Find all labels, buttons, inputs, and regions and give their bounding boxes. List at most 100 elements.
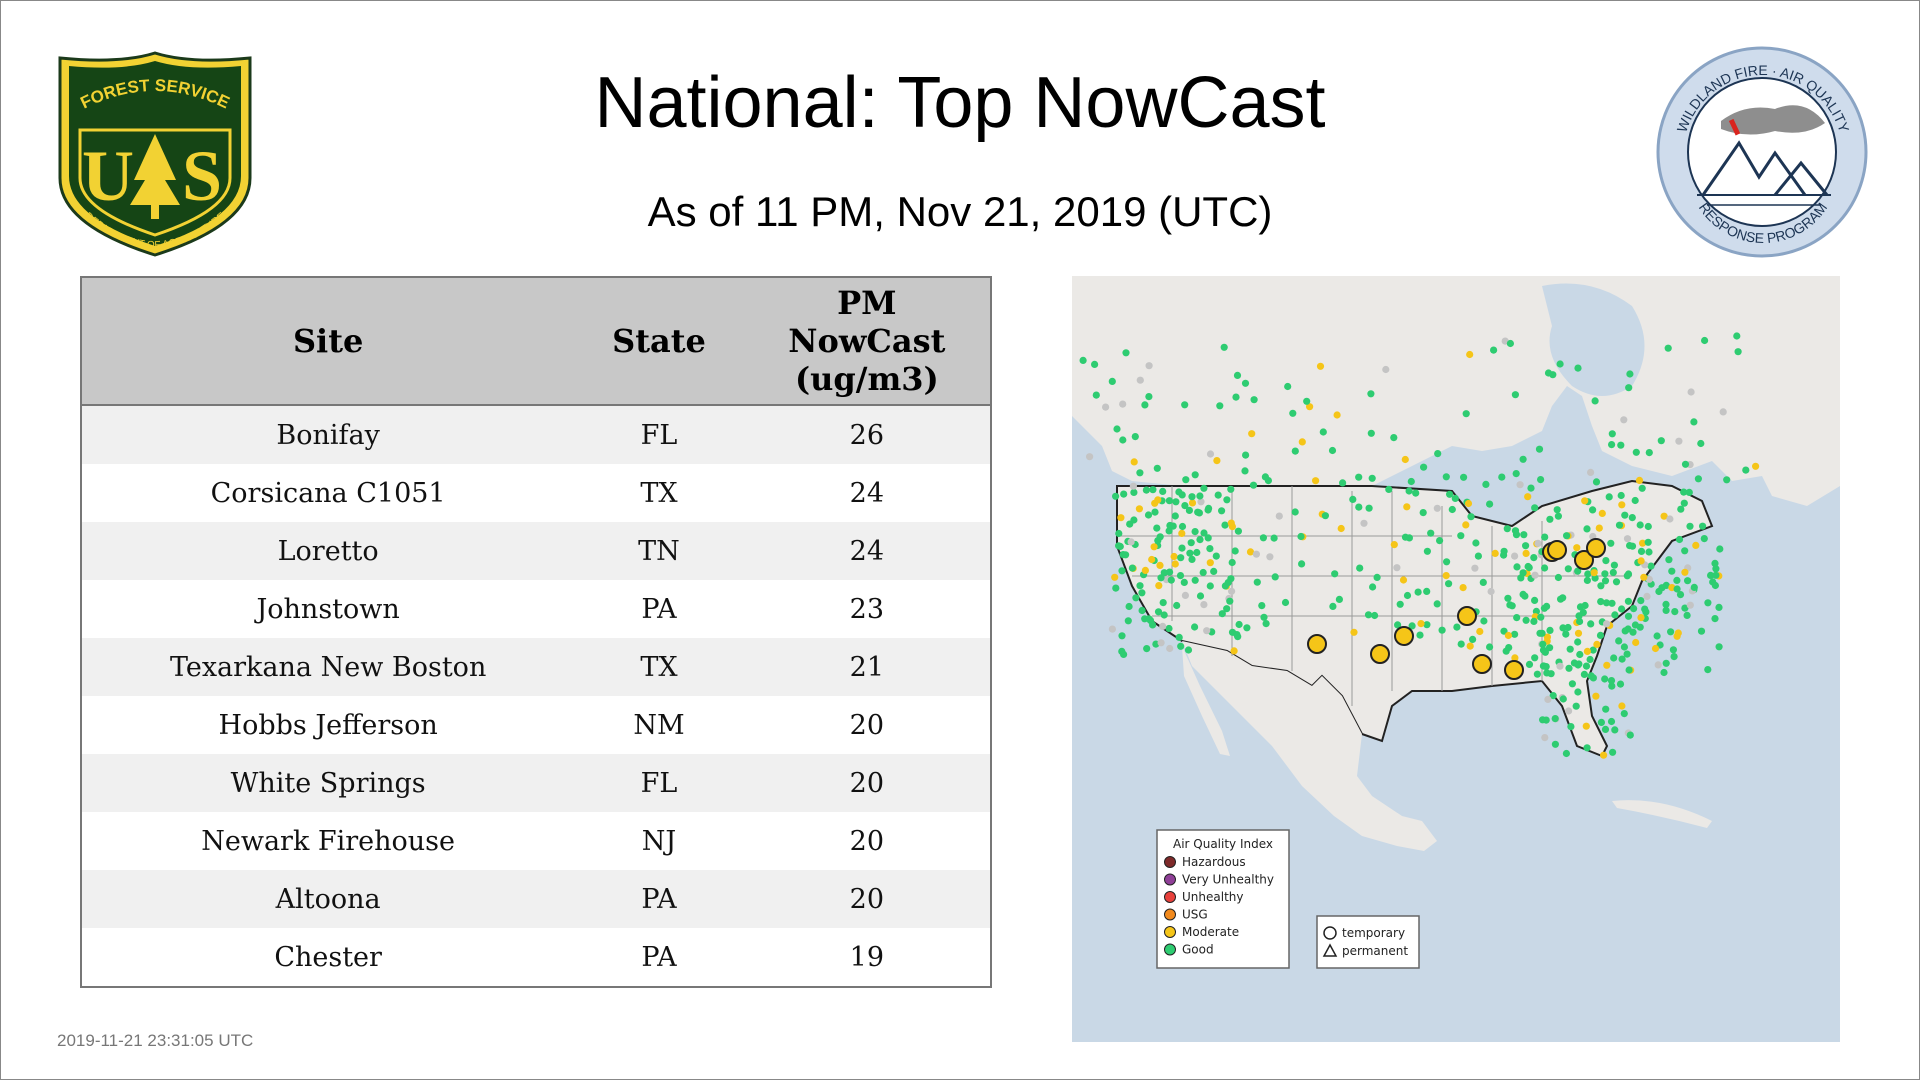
monitor-dot bbox=[1227, 485, 1235, 493]
monitor-dot bbox=[1630, 605, 1638, 613]
monitor-dot bbox=[1459, 584, 1467, 592]
monitor-dot bbox=[1460, 473, 1468, 481]
monitor-dot bbox=[1537, 476, 1545, 484]
monitor-dot bbox=[1150, 543, 1158, 551]
monitor-dot bbox=[1204, 506, 1212, 514]
monitor-dot bbox=[1512, 531, 1521, 539]
monitor-dot bbox=[1617, 491, 1625, 500]
value-cell: 20 bbox=[743, 696, 991, 754]
monitor-dot bbox=[1593, 640, 1601, 648]
monitor-dot bbox=[1531, 596, 1539, 604]
monitor-dot bbox=[1687, 388, 1695, 396]
monitor-dot bbox=[1156, 533, 1164, 541]
monitor-dot bbox=[1618, 501, 1626, 509]
state-cell: TN bbox=[574, 522, 744, 580]
monitor-dot bbox=[1684, 577, 1692, 585]
monitor-dot bbox=[1185, 506, 1193, 514]
monitor-dot bbox=[1125, 602, 1133, 611]
monitor-dot bbox=[1697, 439, 1705, 448]
legend-title: Air Quality Index bbox=[1173, 837, 1273, 851]
monitor-dot bbox=[1250, 396, 1258, 404]
monitor-dot bbox=[1108, 377, 1116, 385]
monitor-dot bbox=[1625, 666, 1633, 674]
monitor-dot bbox=[1169, 522, 1177, 530]
monitor-dot bbox=[1367, 390, 1375, 398]
monitor-dot bbox=[1191, 576, 1199, 584]
monitor-dot bbox=[1615, 637, 1623, 645]
monitor-dot bbox=[1166, 644, 1174, 653]
monitor-dot bbox=[1487, 587, 1495, 596]
monitor-dot bbox=[1511, 654, 1519, 662]
monitor-dot bbox=[1723, 476, 1731, 484]
monitor-dot bbox=[1216, 402, 1224, 410]
monitor-dot bbox=[1601, 675, 1609, 683]
monitor-dot bbox=[1592, 692, 1600, 700]
site-cell: Bonifay bbox=[81, 405, 575, 464]
monitor-dot bbox=[1214, 491, 1222, 499]
monitor-dot bbox=[1132, 594, 1140, 602]
monitor-dot bbox=[1382, 365, 1390, 374]
monitor-dot bbox=[1231, 547, 1239, 555]
monitor-dot bbox=[1159, 622, 1167, 630]
monitor-dot bbox=[1575, 660, 1583, 668]
monitor-dot bbox=[1581, 497, 1589, 505]
monitor-dot bbox=[1188, 499, 1197, 507]
monitor-dot bbox=[1242, 451, 1250, 459]
monitor-dot bbox=[1715, 603, 1723, 611]
monitor-markers bbox=[1079, 332, 1760, 759]
monitor-dot bbox=[1204, 534, 1212, 542]
monitor-dot bbox=[1607, 677, 1616, 685]
monitor-dot bbox=[1662, 606, 1670, 614]
monitor-dot bbox=[1554, 512, 1562, 520]
monitor-dot bbox=[1462, 410, 1470, 418]
site-cell: Johnstown bbox=[81, 580, 575, 638]
monitor-dot bbox=[1513, 563, 1521, 571]
monitor-dot bbox=[1312, 477, 1320, 485]
table-row: White Springs FL 20 bbox=[81, 754, 991, 812]
monitor-dot bbox=[1636, 623, 1644, 631]
monitor-dot bbox=[1230, 647, 1238, 655]
monitor-dot bbox=[1165, 497, 1173, 505]
monitor-dot bbox=[1681, 547, 1689, 555]
monitor-dot bbox=[1554, 573, 1562, 582]
monitor-dot bbox=[1626, 731, 1634, 739]
monitor-dot bbox=[1541, 533, 1549, 541]
monitor-dot bbox=[1170, 552, 1178, 561]
state-cell: FL bbox=[574, 405, 744, 464]
monitor-dot bbox=[1553, 506, 1561, 514]
monitor-dot bbox=[1466, 642, 1474, 650]
monitor-dot bbox=[1601, 577, 1610, 585]
legend-temporary: temporary bbox=[1342, 926, 1405, 940]
monitor-dot bbox=[1206, 582, 1214, 590]
monitor-dot bbox=[1596, 631, 1605, 639]
monitor-dot bbox=[1654, 661, 1662, 669]
monitor-dot bbox=[1505, 644, 1513, 652]
monitor-dot bbox=[1511, 552, 1519, 560]
legend-label: Unhealthy bbox=[1182, 890, 1243, 904]
top-site-marker bbox=[1370, 644, 1390, 664]
monitor-dot bbox=[1297, 532, 1305, 541]
monitor-dot bbox=[1645, 548, 1653, 556]
monitor-dot bbox=[1396, 600, 1404, 608]
table-row: Newark Firehouse NJ 20 bbox=[81, 812, 991, 870]
monitor-dot bbox=[1260, 613, 1268, 621]
monitor-dot bbox=[1138, 606, 1146, 615]
monitor-dot bbox=[1453, 623, 1461, 631]
monitor-dot bbox=[1355, 473, 1363, 481]
monitor-dot bbox=[1564, 623, 1572, 632]
monitor-dot bbox=[1129, 482, 1137, 490]
circle-icon bbox=[1323, 926, 1337, 940]
monitor-dot bbox=[1628, 514, 1636, 522]
monitor-dot bbox=[1414, 588, 1422, 596]
monitor-dot bbox=[1457, 640, 1465, 648]
monitor-dot bbox=[1533, 670, 1541, 678]
monitor-dot bbox=[1442, 473, 1450, 481]
table-row: Bonifay FL 26 bbox=[81, 405, 991, 464]
monitor-dot bbox=[1583, 744, 1591, 752]
monitor-dot bbox=[1677, 505, 1685, 513]
monitor-dot bbox=[1248, 430, 1256, 438]
monitor-dot bbox=[1519, 455, 1527, 463]
monitor-dot bbox=[1281, 598, 1290, 607]
generated-timestamp: 2019-11-21 23:31:05 UTC bbox=[57, 1031, 254, 1050]
monitor-dot bbox=[1427, 529, 1435, 537]
